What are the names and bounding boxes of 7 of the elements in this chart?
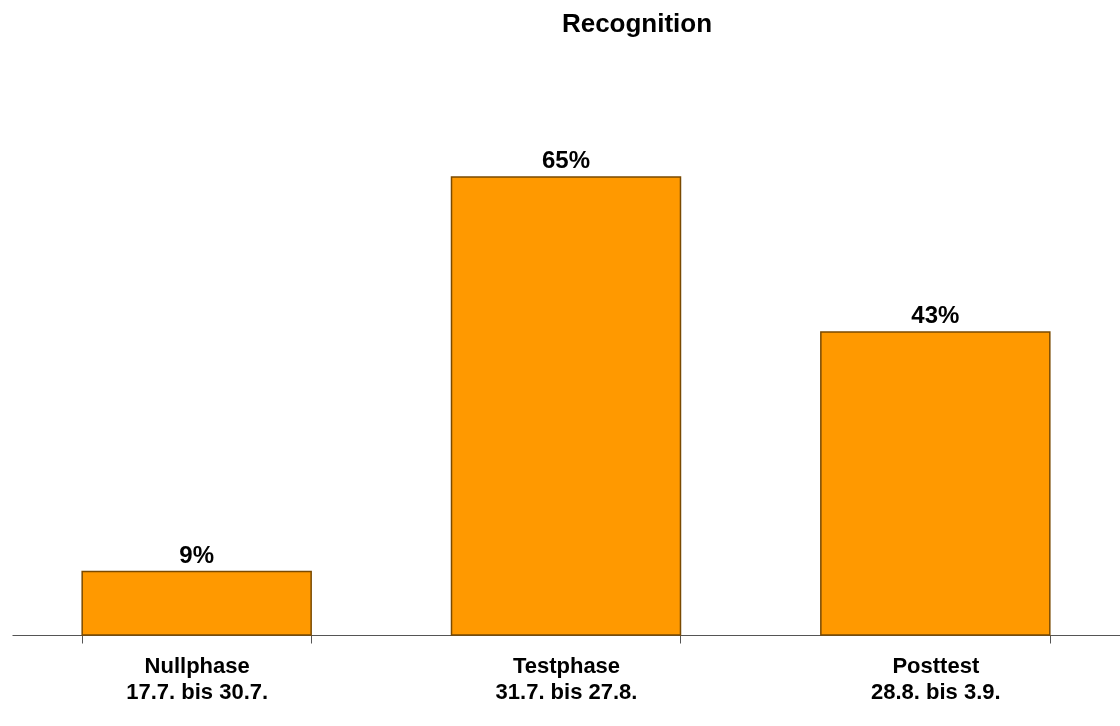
data-label: 9% <box>179 540 215 568</box>
data-label: 65% <box>541 146 591 173</box>
x-tick-label: Testphase 31.7. bis 27.8. <box>495 652 638 704</box>
chart-title: Recognition <box>561 8 713 38</box>
data-label: 43% <box>911 301 960 329</box>
x-tick-label: Posttest 28.8. bis 3.9. <box>871 652 1001 704</box>
x-tick-label: Nullphase 17.7. bis 30.7. <box>126 652 269 704</box>
